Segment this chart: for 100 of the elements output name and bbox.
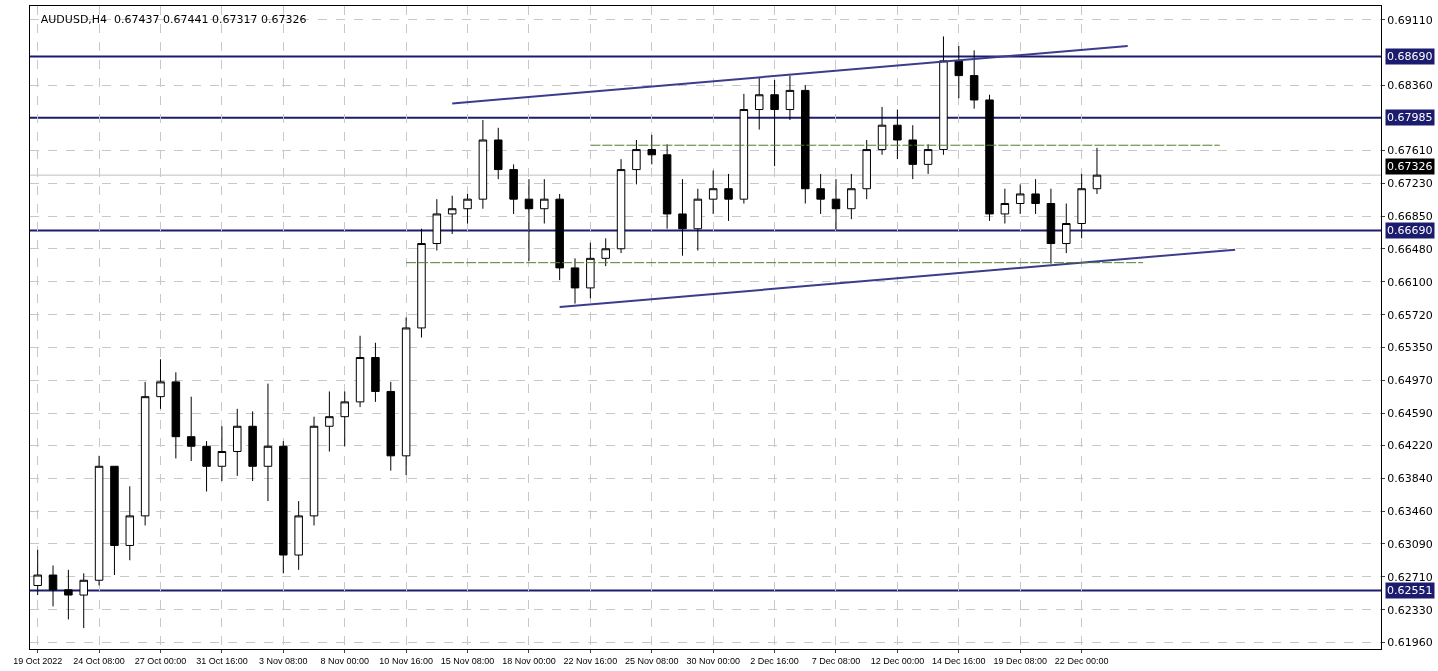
x-tick-label: 8 Nov 00:00 — [320, 655, 369, 666]
x-tick-label: 10 Nov 16:00 — [379, 655, 433, 666]
y-tick-label: 0.67230 — [1387, 177, 1433, 191]
y-tick-label: 0.63460 — [1387, 505, 1433, 519]
candlestick — [708, 169, 718, 215]
candlestick — [877, 106, 887, 156]
candlestick — [217, 425, 227, 482]
candlestick — [1015, 183, 1025, 215]
candlestick — [478, 119, 488, 210]
candlestick — [1062, 203, 1071, 254]
y-tick-label: 0.62330 — [1387, 603, 1433, 617]
y-tick-label: 0.64590 — [1387, 407, 1433, 421]
candlestick — [355, 335, 365, 408]
candlestick — [202, 440, 211, 493]
x-tick-label: 31 Oct 16:00 — [196, 655, 248, 666]
y-tick-label: 0.68360 — [1387, 79, 1433, 93]
y-tick-label: 0.61960 — [1387, 635, 1433, 649]
x-tick-label: 22 Nov 16:00 — [563, 655, 618, 666]
candlestick — [923, 143, 933, 175]
candlestick — [1077, 173, 1086, 239]
x-tick-label: 22 Dec 00:00 — [1054, 655, 1109, 666]
candlestick — [893, 109, 902, 160]
y-tick-label: 0.66850 — [1387, 210, 1433, 224]
candlestick — [724, 173, 733, 222]
candlestick — [140, 381, 150, 526]
candlestick — [616, 158, 626, 254]
candlestick — [908, 124, 918, 180]
ref-line-label: 0.62551 — [1387, 584, 1433, 597]
candlestick — [662, 143, 672, 230]
candlestick — [754, 76, 764, 131]
candlestick — [186, 396, 196, 462]
x-tick-label: 27 Oct 00:00 — [134, 655, 187, 666]
candlestick — [985, 94, 994, 222]
candlestick — [801, 84, 810, 205]
candlestick — [33, 549, 42, 596]
candlestick — [371, 342, 380, 403]
candlestick — [586, 242, 595, 299]
candlestick — [632, 139, 641, 185]
candlestick — [693, 188, 703, 251]
candlestick — [48, 564, 58, 607]
candlestick — [110, 465, 119, 576]
candlestick — [232, 408, 242, 477]
candlestick — [647, 134, 657, 165]
candlestick — [1000, 188, 1010, 225]
x-tick-label: 19 Oct 2022 — [13, 655, 63, 666]
x-tick-label: 19 Dec 08:00 — [993, 655, 1047, 666]
candlestick — [171, 371, 181, 459]
y-tick-label: 0.67610 — [1387, 144, 1433, 158]
candlestick — [325, 390, 334, 452]
candlestick — [509, 163, 518, 215]
candlestick — [432, 198, 442, 251]
y-tick-label: 0.65350 — [1387, 340, 1433, 354]
candlestick — [386, 381, 396, 472]
x-tick-label: 7 Dec 08:00 — [811, 655, 861, 666]
candlestick — [279, 440, 288, 574]
y-tick-label: 0.66480 — [1387, 242, 1433, 256]
ref-line-label: 0.68690 — [1387, 50, 1433, 63]
candlestick — [417, 228, 426, 339]
candlestick — [340, 390, 349, 447]
candlestick — [493, 127, 503, 180]
candlestick — [524, 178, 534, 262]
y-tick-label: 0.63840 — [1387, 472, 1433, 486]
candlestick — [156, 358, 165, 410]
candlestick — [463, 193, 472, 225]
x-tick-label: 12 Dec 00:00 — [870, 655, 925, 666]
candlestick — [816, 173, 825, 215]
text: AUDUSD,H4 0.67437 0.67441 0.67317 0.67326 — [40, 13, 307, 27]
candlestick — [739, 93, 749, 205]
candlestick — [847, 173, 856, 220]
y-tick-label: 0.62710 — [1387, 570, 1433, 584]
x-tick-label: 3 Nov 08:00 — [259, 655, 308, 666]
x-tick-label: 15 Nov 08:00 — [440, 655, 495, 666]
candlestick — [1031, 178, 1040, 215]
candlestick — [94, 455, 104, 586]
y-tick-label: 0.64220 — [1387, 439, 1433, 453]
candlestick — [1046, 188, 1056, 265]
candlestick — [785, 75, 795, 121]
candlestick — [939, 35, 948, 156]
candlestick — [954, 45, 964, 99]
candlestick — [294, 500, 303, 571]
candlestick — [309, 416, 319, 526]
x-tick-label: 14 Dec 16:00 — [932, 655, 986, 666]
x-tick-label: 24 Oct 08:00 — [73, 655, 125, 666]
candlestick — [862, 139, 871, 200]
candlestick — [447, 195, 457, 235]
ref-line-label: 0.66690 — [1387, 224, 1433, 237]
candlestick — [969, 49, 979, 110]
candlestick — [540, 178, 549, 225]
x-tick-label: 30 Nov 00:00 — [686, 655, 740, 666]
ref-line-label: 0.67326 — [1387, 160, 1433, 173]
candlestick — [401, 316, 411, 476]
ref-line-label: 0.67985 — [1387, 111, 1433, 124]
candlestick — [770, 79, 779, 167]
candlestick — [1092, 147, 1102, 195]
candlestick — [570, 257, 580, 305]
x-tick-label: 25 Nov 08:00 — [625, 655, 679, 666]
y-tick-label: 0.66100 — [1387, 275, 1433, 289]
candlestick — [601, 237, 610, 267]
y-tick-label: 0.63090 — [1387, 537, 1433, 551]
candlestick — [79, 572, 88, 629]
